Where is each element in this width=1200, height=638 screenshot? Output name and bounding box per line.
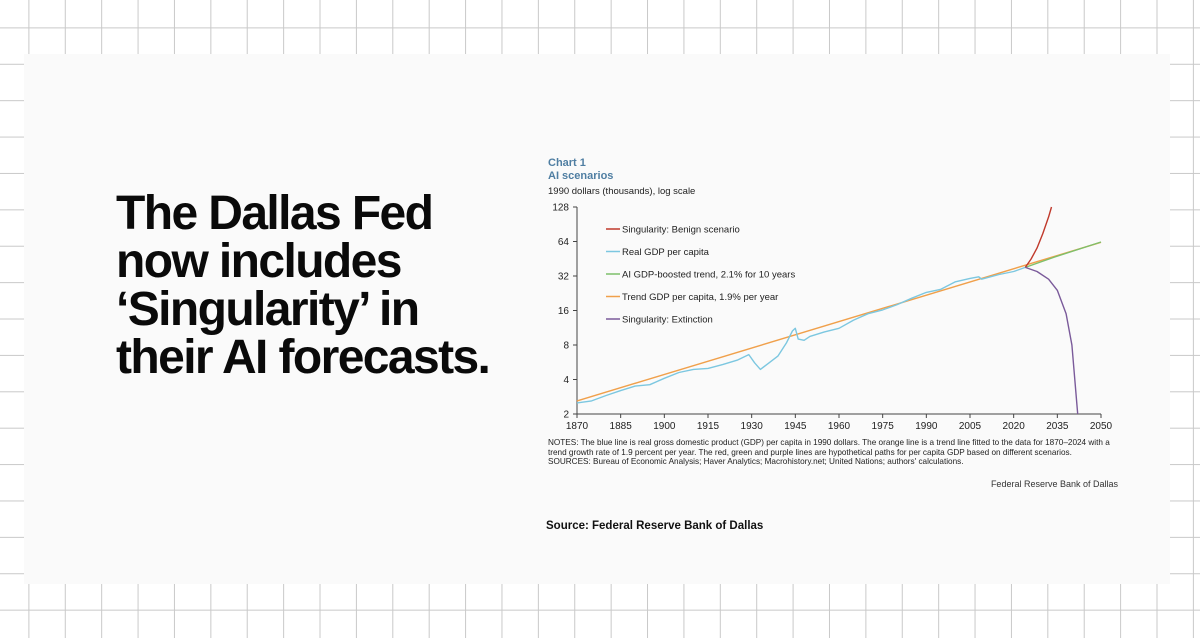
legend-label: Trend GDP per capita, 1.9% per year	[622, 292, 778, 303]
y-tick-label: 64	[558, 237, 570, 248]
legend-label: AI GDP-boosted trend, 2.1% for 10 years	[622, 270, 795, 281]
chart-plot: 2 4 8 16 32 64 128 1870 1885 1900 1915 1930 1945 1960…	[552, 203, 1113, 433]
x-tick-label: 1885	[610, 421, 633, 432]
x-tick-label: 2035	[1046, 421, 1069, 432]
x-tick-label: 1915	[697, 421, 720, 432]
series-line-singularity-extinction	[1025, 266, 1079, 415]
x-tick-label: 1975	[872, 421, 895, 432]
y-tick-label: 2	[563, 410, 569, 421]
x-tick-label: 1960	[828, 421, 851, 432]
source-caption: Source: Federal Reserve Bank of Dallas	[546, 520, 764, 532]
series-line-real-gdp-per-capita	[576, 266, 1026, 404]
y-tick-label: 128	[552, 203, 569, 214]
series-line-trend-gdp-per-capita-1-9-per-year	[576, 241, 1102, 402]
chart-figure: Chart 1 AI scenarios 1990 dollars (thous…	[540, 150, 1130, 495]
x-tick-label: 1870	[566, 421, 589, 432]
content-card	[24, 54, 1170, 584]
x-tick-label: 1990	[915, 421, 938, 432]
series-line-ai-gdp-boosted-trend-2-1-for-10-years	[1025, 241, 1102, 269]
notes-text: NOTES: The blue line is real gross domes…	[548, 438, 1110, 457]
x-tick-label: 1930	[741, 421, 764, 432]
legend-label: Singularity: Extinction	[622, 315, 713, 326]
chart-notes: NOTES: The blue line is real gross domes…	[548, 438, 1114, 467]
sources-text: SOURCES: Bureau of Economic Analysis; Ha…	[548, 457, 964, 467]
chart-credit: Federal Reserve Bank of Dallas	[990, 479, 1118, 489]
legend-label: Real GDP per capita	[622, 247, 710, 258]
y-tick-label: 8	[563, 341, 569, 352]
x-tick-label: 1945	[784, 421, 807, 432]
y-tick-label: 16	[558, 306, 570, 317]
series-line-singularity-benign-scenario	[1024, 206, 1053, 268]
y-axis-units-label: 1990 dollars (thousands), log scale	[548, 186, 696, 197]
legend-label: Singularity: Benign scenario	[622, 225, 740, 236]
y-tick-label: 32	[558, 272, 570, 283]
x-tick-label: 2005	[959, 421, 982, 432]
chart-number-label: Chart 1	[548, 157, 586, 169]
chart-title: AI scenarios	[548, 170, 614, 182]
y-tick-label: 4	[563, 375, 569, 386]
x-tick-label: 2020	[1003, 421, 1026, 432]
x-tick-label: 1900	[653, 421, 676, 432]
x-tick-label: 2050	[1090, 421, 1113, 432]
headline: The Dallas Fed now includes ‘Singularity…	[116, 187, 491, 384]
